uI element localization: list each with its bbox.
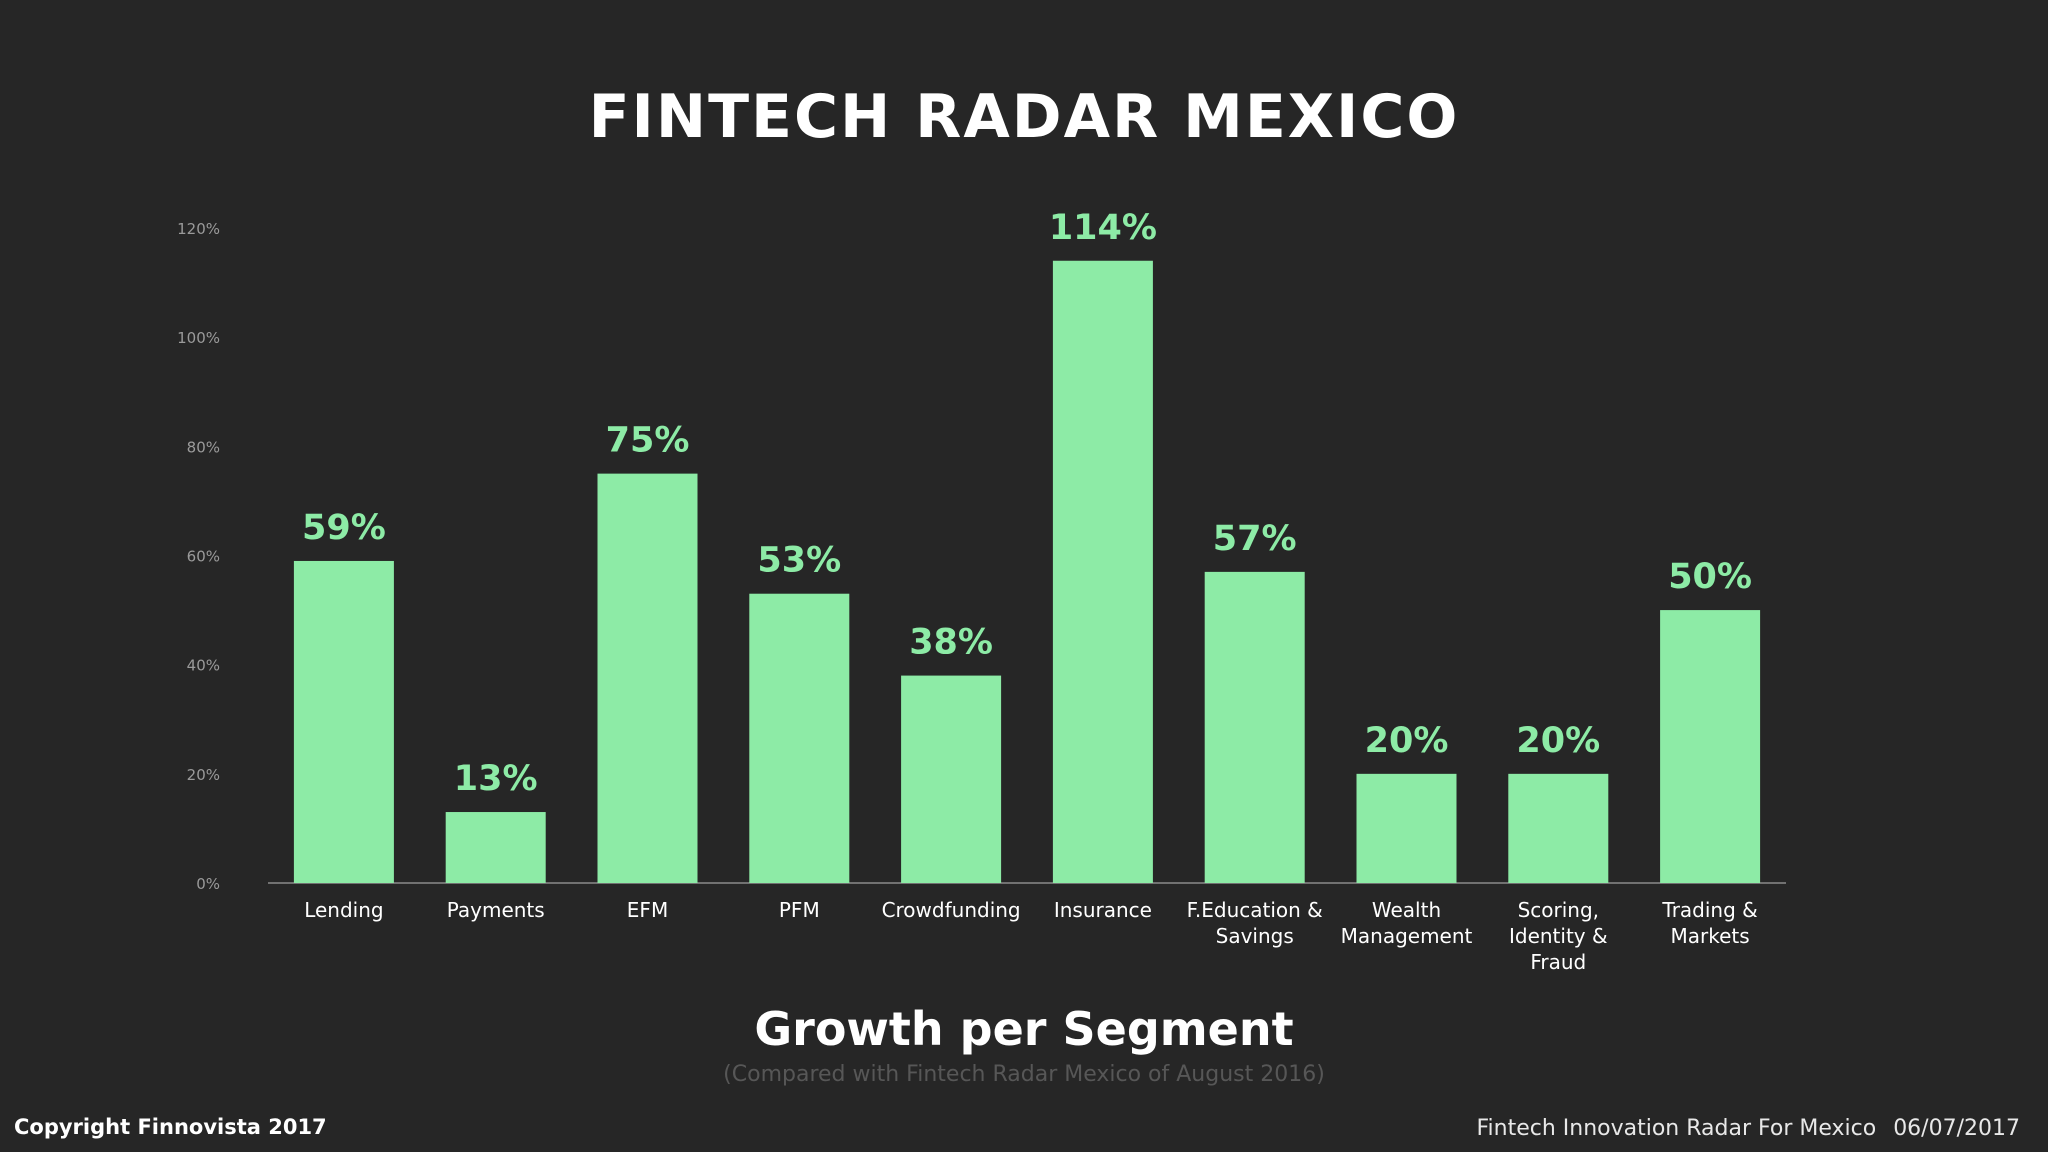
x-tick-label: Crowdfunding <box>882 898 1021 922</box>
bar <box>1052 260 1153 883</box>
bar <box>1508 773 1609 883</box>
x-tick-label: Payments <box>447 898 545 922</box>
chart-title: Growth per Segment <box>754 1002 1294 1056</box>
bar-value-label: 59% <box>302 508 386 548</box>
y-tick-label: 80% <box>187 438 220 456</box>
x-tick-label: Trading & <box>1661 898 1757 922</box>
bar <box>901 675 1002 883</box>
x-tick-label: EFM <box>627 898 668 922</box>
page-title: FINTECH RADAR MEXICO <box>588 82 1460 152</box>
bar <box>445 812 546 883</box>
bar <box>749 593 850 883</box>
y-tick-label: 20% <box>187 766 220 784</box>
bar <box>597 473 698 883</box>
y-tick-label: 100% <box>177 329 220 347</box>
x-tick-label: Markets <box>1671 924 1750 948</box>
bar-value-label: 50% <box>1668 557 1752 597</box>
x-tick-label: F.Education & <box>1187 898 1323 922</box>
y-tick-label: 60% <box>187 548 220 566</box>
bar <box>1356 773 1457 883</box>
x-tick-label: Wealth <box>1372 898 1441 922</box>
bar-chart: 0% 20% 40% 60% 80% 100% 120% 59% Lending 13% Payme… <box>177 208 1786 974</box>
copyright-text: Copyright Finnovista 2017 <box>14 1115 327 1139</box>
bar-value-label: 114% <box>1049 208 1157 248</box>
bar <box>1660 610 1761 883</box>
bar-value-label: 57% <box>1213 519 1297 559</box>
bar-value-label: 75% <box>606 421 690 461</box>
y-tick-label: 0% <box>196 875 220 893</box>
bar-value-label: 20% <box>1516 721 1600 761</box>
y-tick-label: 120% <box>177 220 220 238</box>
x-tick-label: Identity & <box>1509 924 1608 948</box>
x-tick-label: Management <box>1341 924 1473 948</box>
bar-value-label: 38% <box>909 623 993 663</box>
chart-subtitle: (Compared with Fintech Radar Mexico of A… <box>723 1062 1325 1087</box>
x-tick-label: PFM <box>779 898 820 922</box>
x-tick-label: Savings <box>1216 924 1294 948</box>
footer-source-text: Fintech Innovation Radar For Mexico <box>1476 1116 1877 1141</box>
x-tick-label: Lending <box>304 898 383 922</box>
bar-value-label: 13% <box>454 759 538 799</box>
x-tick-label: Fraud <box>1530 950 1586 974</box>
footer-date: 06/07/2017 <box>1893 1116 2020 1141</box>
bar <box>1204 571 1305 883</box>
bar-value-label: 53% <box>757 541 841 581</box>
y-tick-label: 40% <box>187 657 220 675</box>
x-tick-label: Insurance <box>1054 898 1152 922</box>
x-tick-label: Scoring, <box>1518 898 1599 922</box>
bar <box>293 560 394 883</box>
bar-value-label: 20% <box>1365 721 1449 761</box>
footer-source: Fintech Innovation Radar For Mexico 06/0… <box>1476 1116 2020 1141</box>
